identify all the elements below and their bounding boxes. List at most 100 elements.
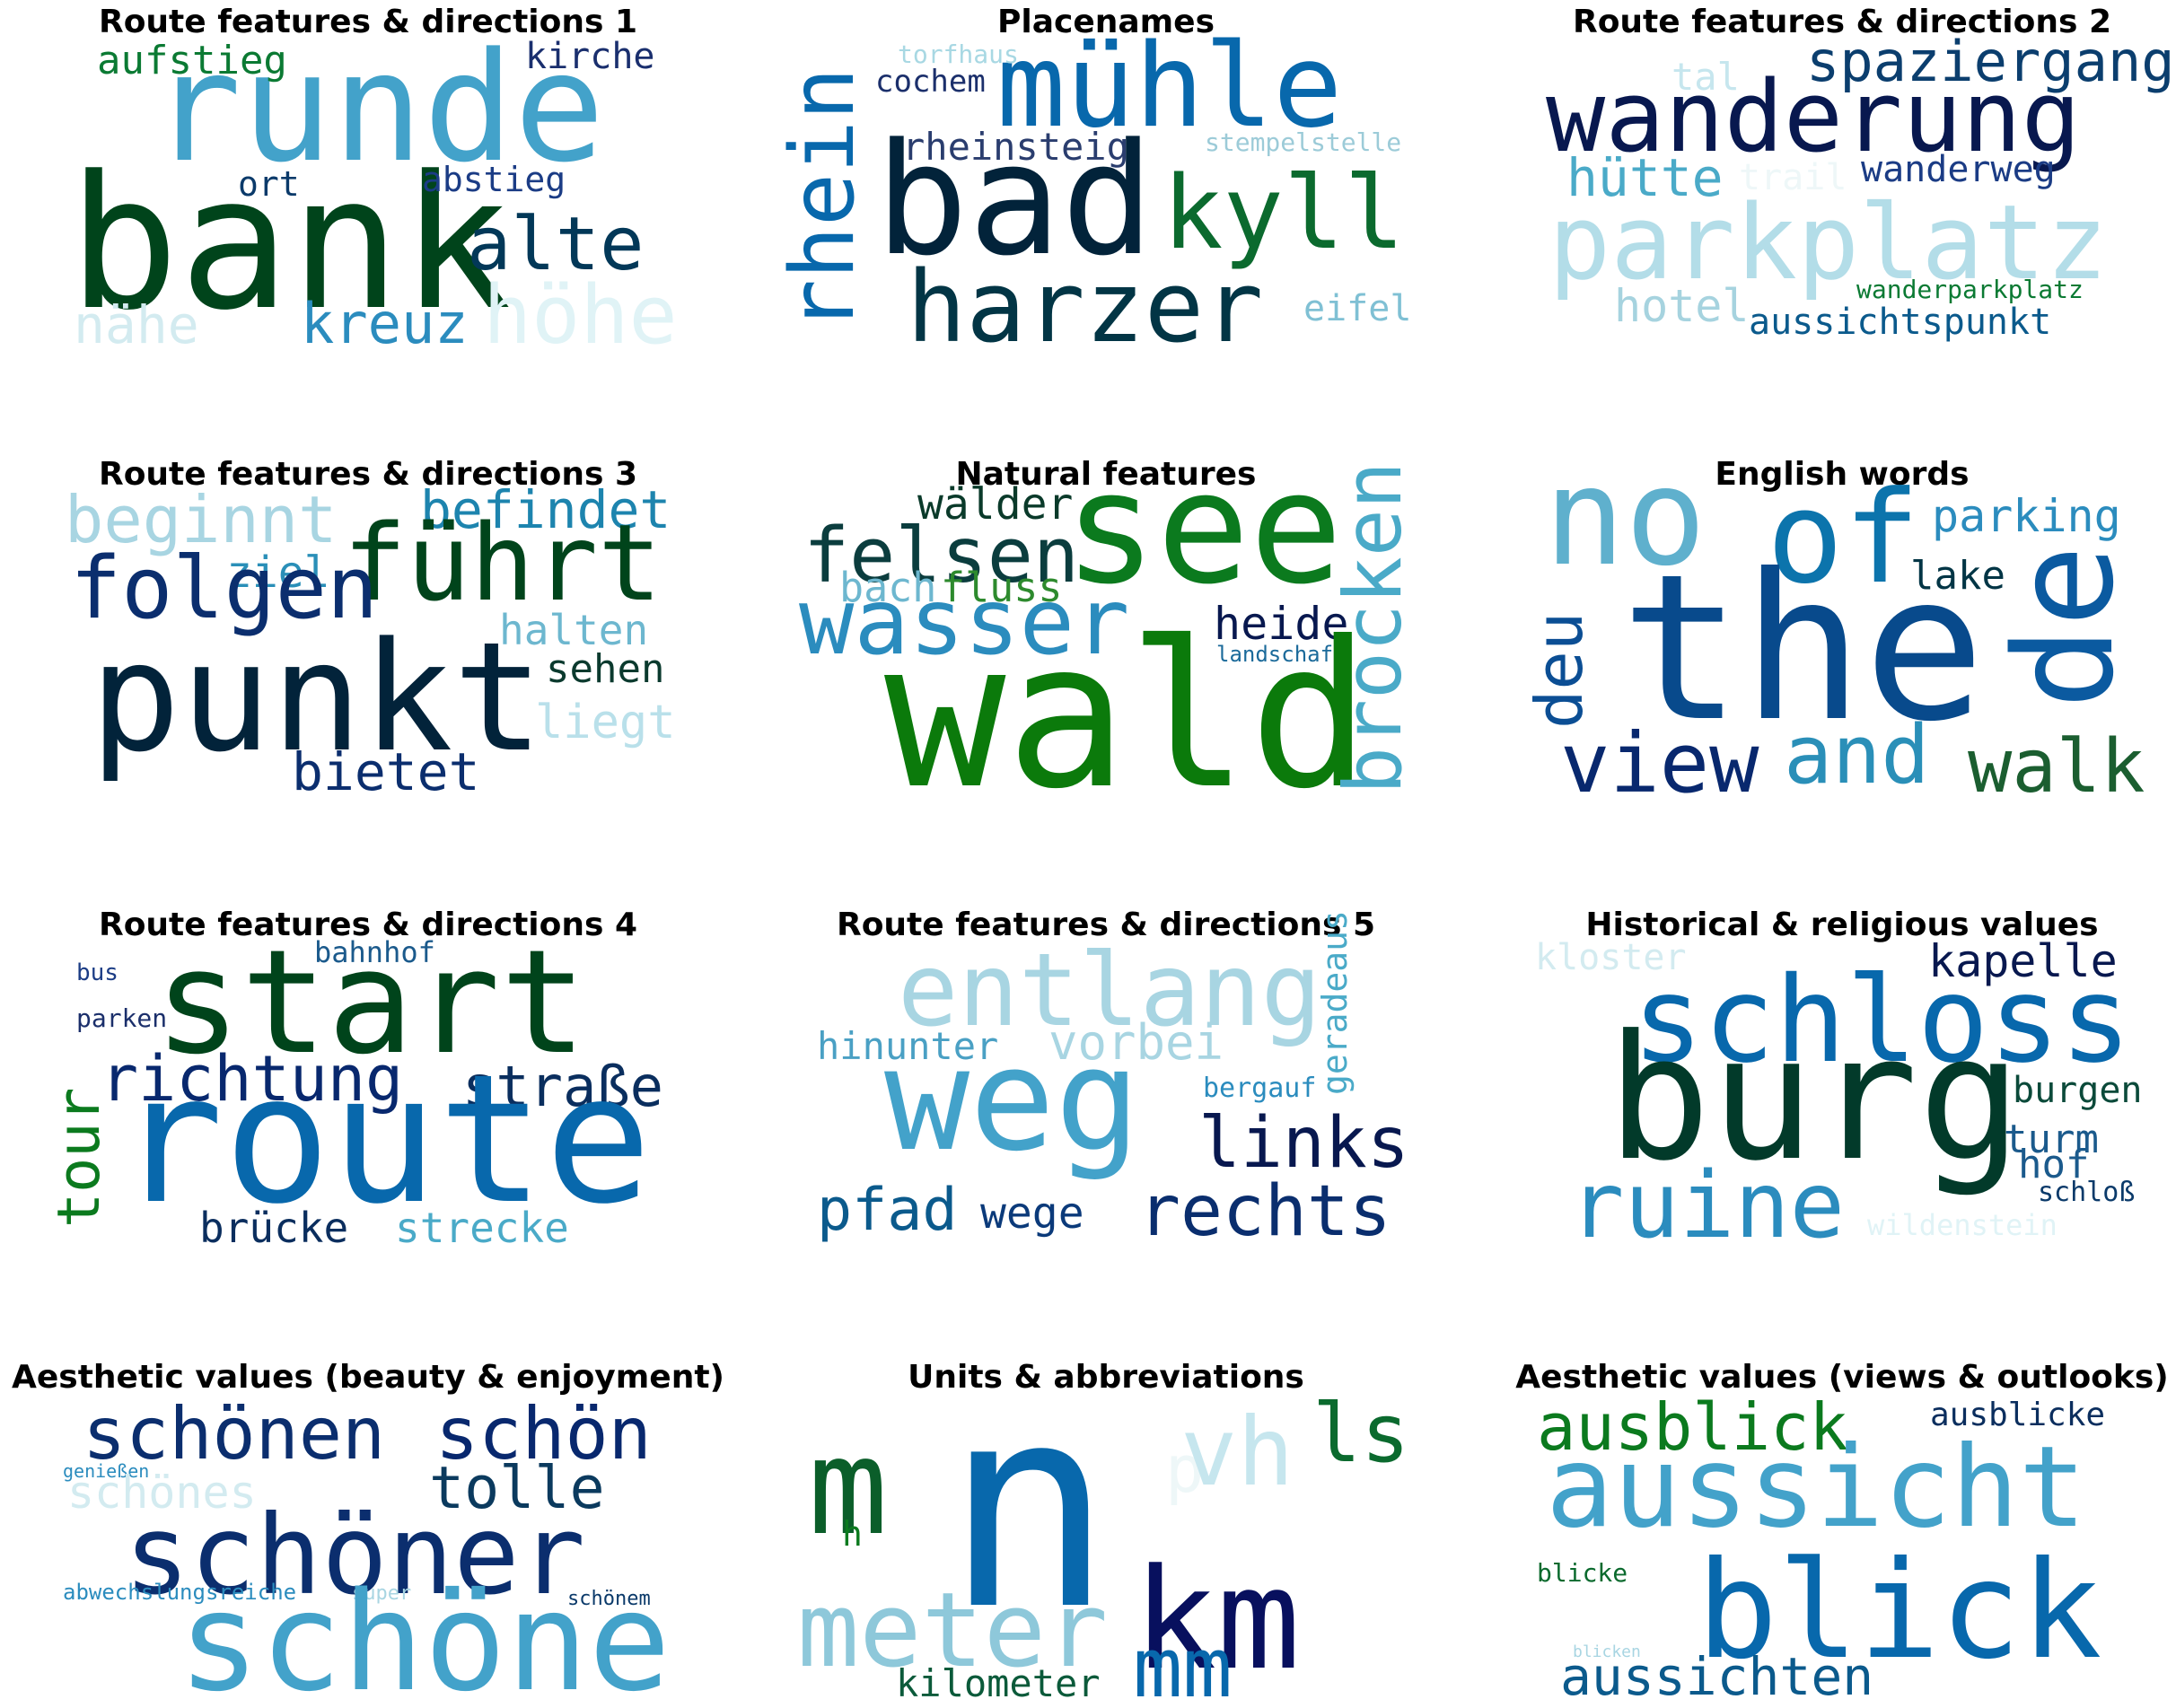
- word-ls: ls: [1312, 1387, 1409, 1481]
- word-bergauf: bergauf: [1203, 1073, 1316, 1104]
- word-aussichtspunkt: aussichtspunkt: [1749, 302, 2051, 343]
- word-blick: blick: [1697, 1533, 2102, 1689]
- word-stempelstelle: stempelstelle: [1205, 127, 1401, 157]
- word-schöne: schöne: [178, 1563, 671, 1708]
- word-felsen: felsen: [803, 512, 1079, 600]
- word-tour: tour: [46, 1087, 113, 1228]
- word-route: route: [117, 1036, 652, 1243]
- word-km: km: [1133, 1538, 1301, 1701]
- word-landschaft: landschaft: [1216, 642, 1347, 667]
- word-kilometer: kilometer: [896, 1661, 1101, 1705]
- word-parkplatz: parkplatz: [1549, 183, 2108, 303]
- word-schöner: schöner: [124, 1492, 585, 1619]
- wordcloud-panel-route-features-directions-5: Route features & directions 5entlanggera…: [817, 907, 1409, 1252]
- word-wanderweg: wanderweg: [1861, 149, 2056, 190]
- word-ort: ort: [238, 164, 300, 204]
- word-brücke: brücke: [199, 1204, 348, 1252]
- word-torfhaus: torfhaus: [898, 39, 1019, 69]
- word-burgen: burgen: [2013, 1070, 2143, 1111]
- panel-title: Placenames: [997, 4, 1215, 40]
- word-hof: hof: [2018, 1142, 2089, 1187]
- word-of: of: [1767, 464, 1920, 612]
- word-links: links: [1198, 1103, 1409, 1184]
- word-tolle: tolle: [429, 1455, 605, 1522]
- word-wanderparkplatz: wanderparkplatz: [1856, 275, 2084, 304]
- word-schönen: schönen: [83, 1392, 385, 1476]
- word-kloster: kloster: [1535, 937, 1687, 978]
- word-führt: führt: [343, 501, 662, 625]
- word-abstieg: abstieg: [422, 160, 566, 199]
- word-beginnt: beginnt: [65, 482, 337, 557]
- word-schloss: schloss: [1632, 951, 2131, 1090]
- word-hinunter: hinunter: [817, 1024, 998, 1068]
- word-heide: heide: [1214, 598, 1349, 650]
- word-schönes: schönes: [67, 1467, 257, 1519]
- word-bahnhof: bahnhof: [314, 935, 435, 969]
- wordcloud-panel-aesthetic-values-beauty-enjoyment: Aesthetic values (beauty & enjoyment) gen…: [12, 1359, 724, 1708]
- word-parken: parken: [76, 1003, 167, 1033]
- word-kyll: kyll: [1163, 155, 1405, 272]
- panel-title: Route features & directions 5: [837, 907, 1375, 943]
- word-the: the: [1620, 531, 1985, 766]
- word-bietet: bietet: [292, 741, 480, 802]
- panel-title: Aesthetic values (beauty & enjoyment): [12, 1359, 724, 1396]
- panel-title: Aesthetic values (views & outlooks): [1515, 1359, 2169, 1396]
- word-schön: schön: [435, 1392, 652, 1476]
- word-rechts: rechts: [1138, 1171, 1391, 1252]
- word-folgen: folgen: [70, 539, 378, 638]
- panel-title: Route features & directions 1: [99, 4, 637, 40]
- word-h: h: [842, 1514, 863, 1554]
- word-wald: wald: [884, 599, 1371, 834]
- word-bad: bad: [875, 109, 1154, 290]
- word-bank: bank: [68, 137, 512, 351]
- panel-title: Natural features: [956, 456, 1257, 493]
- word-brocken: brocken: [1327, 461, 1419, 794]
- word-geradeaus: geradeaus: [1315, 910, 1355, 1095]
- word-wildenstein: wildenstein: [1867, 1208, 2058, 1242]
- word-de: de: [1985, 545, 2144, 709]
- word-pfad: pfad: [817, 1177, 958, 1244]
- word-weg: weg: [884, 1018, 1140, 1183]
- word-blicken: blicken: [1573, 1642, 1641, 1661]
- word-rhein: rhein: [772, 67, 874, 332]
- word-nähe: nähe: [74, 294, 199, 355]
- word-start: start: [154, 918, 587, 1086]
- word-mühle: mühle: [996, 20, 1342, 153]
- word-höhe: höhe: [483, 268, 678, 363]
- word-view: view: [1560, 715, 1759, 811]
- word-spaziergang: spaziergang: [1806, 29, 2175, 94]
- wordcloud-panel-route-features-directions-1: Route features & directions 1rundebankal…: [68, 4, 678, 363]
- word-liegt: liegt: [535, 696, 676, 749]
- word-entlang: entlang: [898, 933, 1321, 1049]
- word-schönem: schönem: [567, 1588, 651, 1610]
- wordcloud-panel-aesthetic-values-views-outlooks: Aesthetic values (views & outlooks)ausbl…: [1515, 1359, 2169, 1707]
- word-schloß: schloß: [2038, 1177, 2135, 1208]
- word-bus: bus: [76, 959, 118, 986]
- word-ausblicke: ausblicke: [1930, 1397, 2105, 1433]
- panel-title: Route features & directions 3: [99, 456, 637, 493]
- word-kirche: kirche: [525, 36, 655, 77]
- word-aussicht: aussicht: [1546, 1423, 2086, 1553]
- word-meter: meter: [797, 1571, 1108, 1691]
- word-deu: deu: [1522, 612, 1597, 729]
- word-punkt: punkt: [90, 609, 544, 785]
- word-genießen: genießen: [63, 1460, 149, 1482]
- word-befindet: befindet: [420, 479, 671, 540]
- word-wanderung: wanderung: [1546, 59, 2081, 174]
- word-no: no: [1544, 440, 1707, 596]
- word-sehen: sehen: [546, 646, 664, 692]
- word-hütte: hütte: [1566, 147, 1724, 208]
- word-turm: turm: [2004, 1117, 2099, 1162]
- wordcloud-panel-route-features-directions-4: Route features & directions 4busbahnhofs…: [46, 907, 663, 1252]
- word-vh: vh: [1180, 1397, 1294, 1507]
- word-burg: burg: [1607, 999, 2022, 1199]
- word-parking: parking: [1932, 490, 2121, 542]
- word-m: m: [808, 1410, 888, 1564]
- word-eifel: eifel: [1303, 288, 1411, 329]
